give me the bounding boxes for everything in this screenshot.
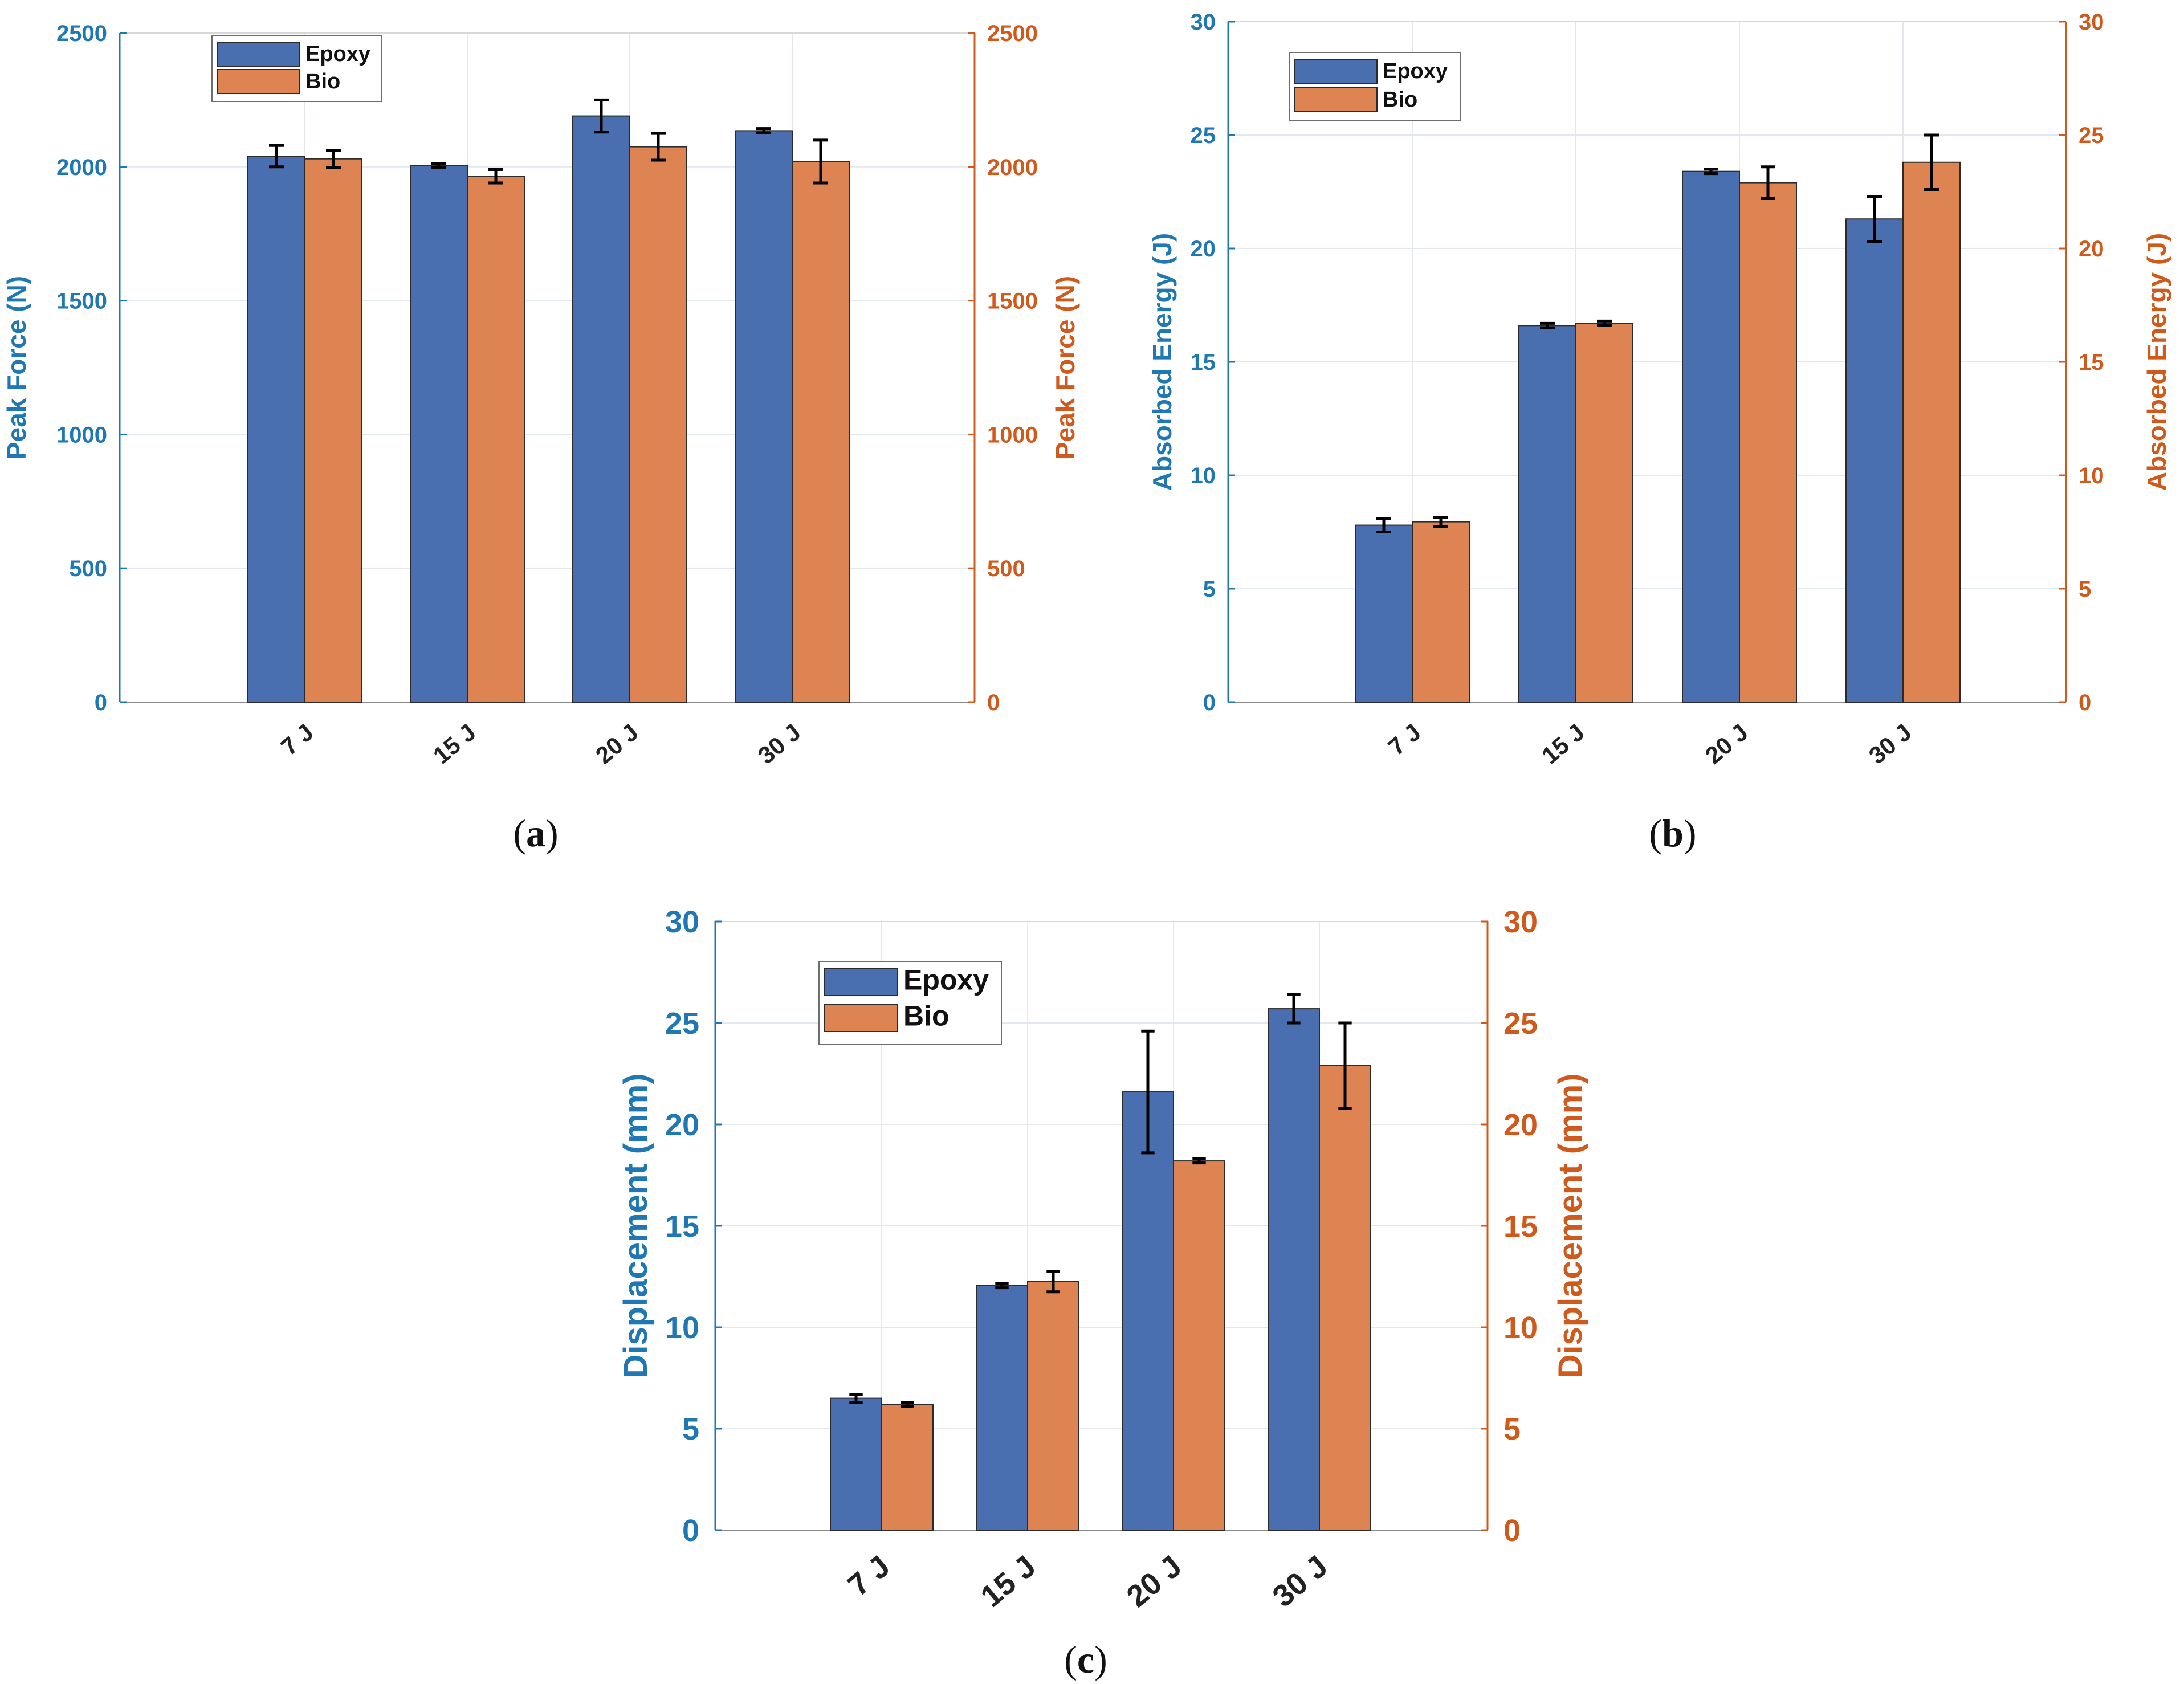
y-tick-label-left-1: 5 bbox=[682, 1412, 699, 1446]
y-axis-title-left: Peak Force (N) bbox=[2, 276, 31, 459]
legend-label-bio: Bio bbox=[903, 1000, 950, 1031]
y-tick-label-left-4: 2000 bbox=[56, 155, 107, 180]
bar-epoxy-2 bbox=[1682, 170, 1740, 703]
y-tick-label-left-5: 25 bbox=[665, 1006, 699, 1041]
y-tick-label-left-0: 0 bbox=[682, 1514, 699, 1548]
legend-label-bio: Bio bbox=[1383, 88, 1417, 112]
y-tick-label-left-6: 30 bbox=[1191, 10, 1216, 35]
legend-swatch-epoxy bbox=[217, 42, 300, 67]
y-tick-label-left-0: 0 bbox=[1203, 690, 1216, 715]
bar-bio-0 bbox=[304, 158, 362, 703]
bar-epoxy-2 bbox=[1122, 1091, 1174, 1531]
y-tick-label-left-0: 0 bbox=[95, 690, 107, 715]
y-tick-label-right-5: 25 bbox=[1503, 1006, 1538, 1041]
legend-swatch-bio bbox=[217, 69, 300, 94]
bar-epoxy-0 bbox=[830, 1397, 882, 1531]
y-tick-label-right-2: 10 bbox=[1503, 1311, 1538, 1345]
bar-epoxy-1 bbox=[1518, 325, 1576, 703]
bar-epoxy-3 bbox=[735, 130, 793, 703]
bar-bio-2 bbox=[629, 146, 687, 703]
y-tick-label-left-2: 10 bbox=[665, 1311, 699, 1345]
y-tick-label-left-4: 20 bbox=[665, 1108, 699, 1142]
legend-label-epoxy: Epoxy bbox=[1383, 59, 1448, 83]
y-tick-label-right-4: 20 bbox=[1503, 1108, 1538, 1142]
y-tick-label-right-5: 25 bbox=[2079, 123, 2104, 148]
y-tick-label-left-3: 15 bbox=[1191, 350, 1216, 375]
y-tick-label-right-5: 2500 bbox=[987, 21, 1038, 46]
bar-bio-1 bbox=[467, 176, 525, 703]
y-tick-label-left-2: 1000 bbox=[56, 422, 107, 447]
bar-epoxy-0 bbox=[1355, 524, 1413, 703]
y-tick-label-right-3: 15 bbox=[1503, 1209, 1538, 1243]
y-tick-label-left-3: 15 bbox=[665, 1209, 699, 1243]
y-tick-label-right-6: 30 bbox=[2079, 10, 2104, 35]
y-axis-title-left: Absorbed Energy (J) bbox=[1147, 233, 1177, 491]
bar-bio-3 bbox=[792, 161, 850, 703]
bar-epoxy-2 bbox=[572, 115, 630, 703]
y-tick-label-right-0: 0 bbox=[1503, 1514, 1521, 1548]
y-tick-label-right-1: 5 bbox=[1503, 1412, 1521, 1446]
y-tick-label-right-4: 2000 bbox=[987, 155, 1038, 180]
panel-label-b: (b) bbox=[1649, 812, 1696, 855]
y-axis-title-right: Peak Force (N) bbox=[1050, 276, 1080, 459]
bar-bio-3 bbox=[1902, 161, 1961, 703]
bar-epoxy-0 bbox=[247, 156, 305, 703]
bar-bio-1 bbox=[1575, 323, 1633, 703]
bar-bio-2 bbox=[1173, 1160, 1225, 1531]
y-axis-title-right: Displacement (mm) bbox=[1552, 1073, 1589, 1378]
bar-epoxy-3 bbox=[1845, 218, 1904, 703]
y-axis-title-right: Absorbed Energy (J) bbox=[2142, 233, 2171, 491]
y-tick-label-left-1: 5 bbox=[1203, 577, 1216, 602]
y-tick-label-left-4: 20 bbox=[1191, 237, 1216, 262]
bar-epoxy-3 bbox=[1268, 1008, 1320, 1531]
bar-bio-3 bbox=[1319, 1065, 1371, 1531]
bar-epoxy-1 bbox=[410, 165, 468, 703]
legend-swatch-bio bbox=[1294, 87, 1378, 112]
bar-bio-0 bbox=[1412, 521, 1470, 703]
y-tick-label-right-6: 30 bbox=[1503, 905, 1538, 939]
legend-swatch-bio bbox=[824, 1004, 898, 1032]
panel-label-c: (c) bbox=[1064, 1638, 1107, 1681]
y-tick-label-left-5: 25 bbox=[1191, 123, 1216, 148]
y-tick-label-right-3: 1500 bbox=[987, 289, 1038, 314]
y-tick-label-right-3: 15 bbox=[2079, 350, 2104, 375]
y-tick-label-right-2: 1000 bbox=[987, 422, 1038, 447]
y-tick-label-left-2: 10 bbox=[1191, 463, 1216, 488]
y-tick-label-right-0: 0 bbox=[2079, 690, 2091, 715]
legend-swatch-epoxy bbox=[1294, 59, 1378, 84]
y-tick-label-left-6: 30 bbox=[665, 905, 699, 939]
y-tick-label-left-3: 1500 bbox=[56, 289, 107, 314]
y-tick-label-right-2: 10 bbox=[2079, 463, 2104, 488]
y-tick-label-right-0: 0 bbox=[987, 690, 1000, 715]
y-tick-label-left-1: 500 bbox=[69, 556, 107, 581]
y-tick-label-left-5: 2500 bbox=[56, 21, 107, 46]
y-tick-label-right-4: 20 bbox=[2079, 237, 2104, 262]
panel-label-a: (a) bbox=[513, 812, 558, 855]
legend-label-epoxy: Epoxy bbox=[903, 964, 989, 996]
y-tick-label-right-1: 5 bbox=[2079, 577, 2091, 602]
bar-bio-2 bbox=[1739, 182, 1797, 703]
y-tick-label-right-1: 500 bbox=[987, 556, 1025, 581]
bar-epoxy-1 bbox=[976, 1285, 1028, 1531]
bar-bio-1 bbox=[1027, 1281, 1079, 1531]
legend-label-bio: Bio bbox=[305, 70, 340, 93]
legend-label-epoxy: Epoxy bbox=[305, 42, 370, 66]
legend-swatch-epoxy bbox=[824, 968, 898, 996]
bar-bio-0 bbox=[881, 1404, 934, 1531]
y-axis-title-left: Displacement (mm) bbox=[617, 1073, 654, 1378]
